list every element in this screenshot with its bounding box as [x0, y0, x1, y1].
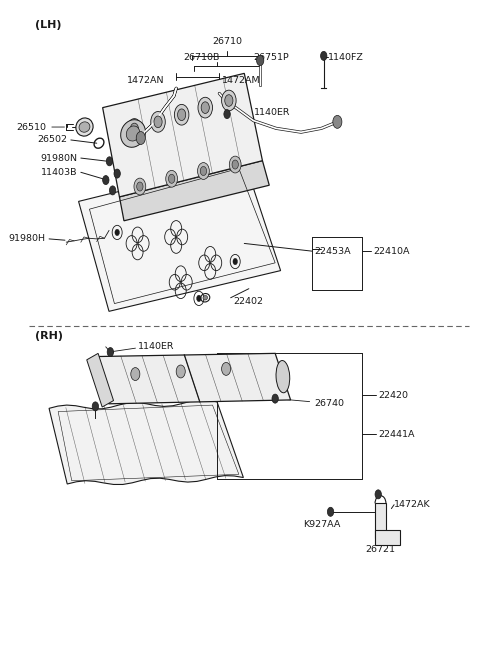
Text: 26502: 26502: [37, 136, 67, 145]
FancyBboxPatch shape: [375, 504, 386, 538]
FancyBboxPatch shape: [375, 530, 400, 546]
Circle shape: [327, 507, 334, 516]
Circle shape: [197, 295, 201, 302]
Ellipse shape: [203, 295, 207, 300]
Circle shape: [109, 186, 116, 195]
Text: 26710B: 26710B: [183, 53, 219, 62]
Circle shape: [272, 394, 278, 403]
Circle shape: [174, 104, 189, 125]
Circle shape: [198, 162, 209, 179]
Text: (LH): (LH): [36, 20, 62, 30]
Circle shape: [176, 365, 185, 378]
Polygon shape: [79, 160, 281, 311]
Ellipse shape: [276, 360, 290, 393]
Circle shape: [166, 170, 178, 187]
Circle shape: [233, 258, 238, 265]
Text: 22420: 22420: [378, 391, 408, 400]
Circle shape: [201, 102, 209, 113]
Circle shape: [151, 111, 165, 132]
Text: 1472AN: 1472AN: [127, 76, 165, 85]
Text: 22402: 22402: [233, 297, 263, 306]
Text: 1472AM: 1472AM: [222, 76, 260, 85]
Circle shape: [134, 178, 146, 195]
Ellipse shape: [120, 120, 145, 147]
Text: 11403B: 11403B: [41, 168, 77, 177]
Circle shape: [131, 123, 139, 135]
Circle shape: [375, 490, 382, 499]
Text: 91980N: 91980N: [40, 153, 77, 162]
Circle shape: [198, 98, 213, 118]
Text: 26751P: 26751P: [253, 53, 289, 62]
Circle shape: [114, 169, 120, 178]
Text: 26710: 26710: [212, 37, 242, 47]
Ellipse shape: [79, 122, 90, 132]
Circle shape: [224, 109, 230, 119]
Polygon shape: [120, 160, 269, 221]
Circle shape: [200, 166, 206, 176]
Circle shape: [222, 362, 231, 375]
Circle shape: [131, 367, 140, 381]
Circle shape: [92, 402, 98, 411]
Ellipse shape: [126, 126, 140, 141]
Text: 1472AK: 1472AK: [394, 500, 431, 509]
Text: 26721: 26721: [365, 546, 396, 554]
Circle shape: [115, 229, 120, 236]
Text: 22453A: 22453A: [315, 247, 351, 255]
Text: 26510: 26510: [17, 122, 47, 132]
Circle shape: [127, 119, 142, 140]
Text: 91980H: 91980H: [9, 234, 46, 244]
Circle shape: [222, 90, 236, 111]
Polygon shape: [94, 353, 290, 403]
Circle shape: [225, 95, 233, 106]
Circle shape: [256, 55, 264, 66]
Text: 26740: 26740: [315, 399, 345, 407]
Circle shape: [321, 51, 327, 60]
Circle shape: [103, 176, 109, 185]
Polygon shape: [103, 73, 263, 197]
Polygon shape: [87, 353, 114, 407]
Circle shape: [232, 160, 239, 169]
Circle shape: [136, 132, 145, 145]
Ellipse shape: [76, 118, 93, 136]
Circle shape: [178, 109, 186, 121]
Circle shape: [154, 116, 162, 128]
Polygon shape: [49, 400, 243, 485]
Text: 22441A: 22441A: [378, 430, 415, 439]
Text: 1140ER: 1140ER: [254, 107, 291, 117]
Circle shape: [229, 156, 241, 173]
Text: K927AA: K927AA: [303, 520, 340, 529]
Circle shape: [333, 115, 342, 128]
Circle shape: [137, 182, 143, 191]
Text: 1140ER: 1140ER: [138, 343, 174, 351]
Text: (RH): (RH): [36, 331, 63, 341]
Circle shape: [107, 348, 114, 356]
Circle shape: [106, 157, 113, 166]
Text: 22410A: 22410A: [374, 247, 410, 255]
Circle shape: [168, 174, 175, 183]
Text: 1140FZ: 1140FZ: [328, 52, 364, 62]
